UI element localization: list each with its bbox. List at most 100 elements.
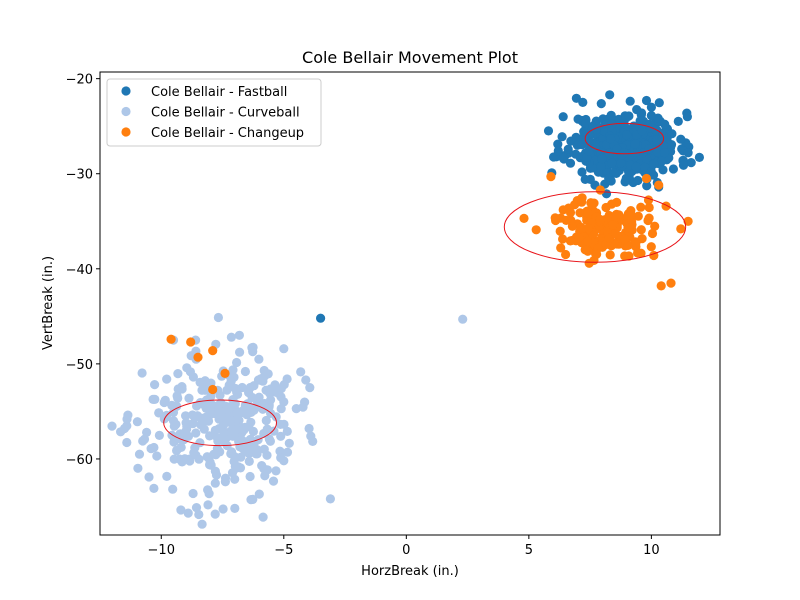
- scatter-point: [306, 431, 316, 441]
- scatter-point: [635, 116, 645, 126]
- scatter-point: [209, 449, 219, 459]
- y-tick-label: −50: [66, 358, 93, 373]
- scatter-point: [659, 148, 670, 158]
- scatter-point: [226, 332, 236, 342]
- y-tick-label: −40: [66, 263, 93, 278]
- scatter-point: [205, 407, 215, 418]
- scatter-point: [183, 508, 193, 518]
- legend: Cole Bellair - Fastball Cole Bellair - Cu…: [106, 78, 322, 147]
- scatter-point: [666, 140, 677, 150]
- scatter-point: [654, 180, 664, 190]
- scatter-point: [656, 281, 666, 291]
- chart-title: Cole Bellair Movement Plot: [302, 48, 518, 67]
- scatter-point: [666, 278, 676, 288]
- scatter-point: [683, 148, 693, 158]
- scatter-point: [166, 334, 176, 344]
- scatter-point: [641, 173, 652, 184]
- scatter-point: [271, 466, 281, 476]
- scatter-point: [260, 471, 270, 481]
- scatter-point: [213, 409, 223, 419]
- scatter-point: [154, 408, 164, 418]
- scatter-point: [148, 394, 158, 404]
- scatter-point: [296, 367, 306, 377]
- scatter-point: [168, 484, 178, 494]
- scatter-point: [192, 411, 203, 421]
- scatter-point: [646, 166, 656, 177]
- scatter-point: [647, 228, 658, 239]
- scatter-point: [619, 147, 630, 158]
- scatter-point: [595, 185, 605, 195]
- scatter-point: [546, 172, 556, 182]
- scatter-point: [185, 367, 195, 377]
- scatter-point: [232, 408, 242, 418]
- scatter-point: [122, 437, 132, 448]
- scatter-point: [604, 148, 614, 158]
- scatter-point: [176, 442, 186, 452]
- scatter-point: [249, 405, 259, 415]
- scatter-point: [213, 312, 223, 323]
- scatter-point: [694, 152, 705, 162]
- scatter-point: [583, 237, 593, 247]
- scatter-point: [605, 90, 615, 100]
- x-tick-label: −10: [148, 543, 175, 558]
- scatter-point: [181, 418, 191, 428]
- scatter-point: [254, 489, 264, 499]
- scatter-point: [279, 344, 289, 354]
- scatter-point: [200, 376, 210, 386]
- scatter-point: [637, 126, 647, 136]
- y-axis-label: VertBreak (in.): [41, 256, 56, 350]
- scatter-point: [637, 234, 647, 244]
- legend-entry: Cole Bellair - Changeup: [151, 126, 304, 141]
- scatter-point: [183, 431, 194, 441]
- scatter-point: [620, 234, 630, 244]
- scatter-point: [276, 384, 286, 394]
- scatter-point: [660, 119, 670, 129]
- scatter-point: [169, 454, 179, 464]
- scatter-point: [197, 385, 207, 395]
- scatter-point: [226, 377, 236, 387]
- scatter-point: [611, 209, 622, 219]
- scatter-point: [240, 366, 250, 377]
- scatter-point: [676, 224, 686, 234]
- scatter-point: [652, 147, 663, 157]
- series-3-points: [166, 172, 693, 395]
- series-2-points: [107, 312, 468, 529]
- scatter-point: [265, 436, 275, 446]
- scatter-point: [316, 313, 326, 323]
- scatter-point: [553, 139, 563, 149]
- scatter-point: [584, 258, 594, 268]
- scatter-point: [107, 421, 117, 431]
- scatter-point: [188, 488, 198, 499]
- scatter-point: [557, 132, 567, 142]
- scatter-point: [199, 397, 210, 407]
- scatter-point: [119, 423, 130, 434]
- scatter-point: [298, 402, 308, 412]
- scatter-point: [583, 208, 593, 218]
- scatter-point: [642, 181, 652, 191]
- scatter-point: [649, 159, 659, 169]
- scatter-point: [633, 175, 643, 186]
- points-layer: [107, 90, 705, 529]
- scatter-point: [626, 210, 636, 220]
- scatter-point: [624, 251, 634, 261]
- scatter-point: [134, 449, 145, 459]
- scatter-point: [646, 242, 656, 252]
- scatter-point: [218, 420, 228, 431]
- scatter-point: [137, 368, 147, 378]
- scatter-point: [458, 314, 468, 324]
- scatter-point: [597, 154, 607, 164]
- legend-entry: Cole Bellair - Fastball: [151, 85, 287, 100]
- scatter-point: [580, 245, 590, 255]
- scatter-point: [234, 330, 244, 340]
- scatter-point: [193, 352, 203, 362]
- scatter-point: [258, 512, 268, 522]
- scatter-point: [596, 99, 606, 109]
- scatter-point: [175, 429, 185, 439]
- scatter-point: [191, 428, 201, 438]
- scatter-point: [197, 519, 207, 529]
- scatter-point: [210, 466, 220, 476]
- scatter-point: [205, 457, 215, 467]
- scatter-point: [325, 494, 335, 504]
- scatter-point: [257, 461, 267, 471]
